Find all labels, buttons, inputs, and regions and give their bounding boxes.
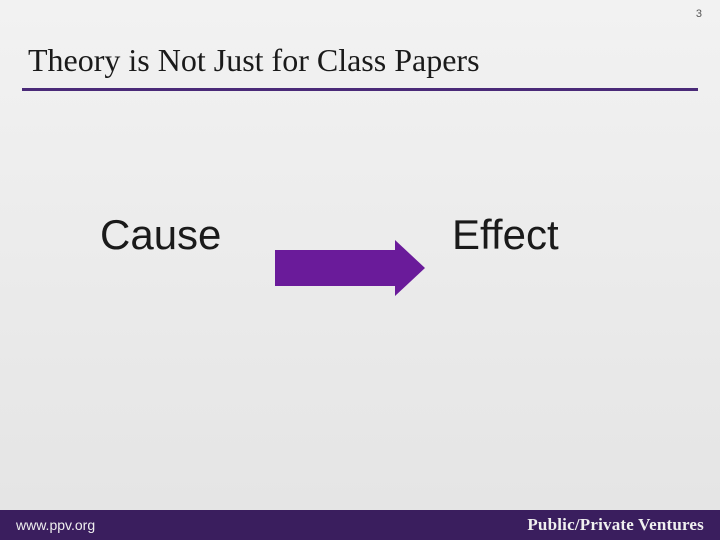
footer-bar: www.ppv.org Public/Private Ventures — [0, 510, 720, 540]
arrow-icon — [275, 240, 425, 301]
footer-url: www.ppv.org — [16, 517, 95, 533]
title-underline — [22, 88, 698, 91]
slide-title: Theory is Not Just for Class Papers — [28, 42, 480, 79]
effect-label: Effect — [452, 211, 559, 259]
page-number: 3 — [696, 8, 702, 20]
cause-label: Cause — [100, 211, 221, 259]
arrow-shape — [275, 240, 425, 296]
footer-org-name: Public/Private Ventures — [527, 515, 704, 535]
slide: 3 Theory is Not Just for Class Papers Ca… — [0, 0, 720, 540]
